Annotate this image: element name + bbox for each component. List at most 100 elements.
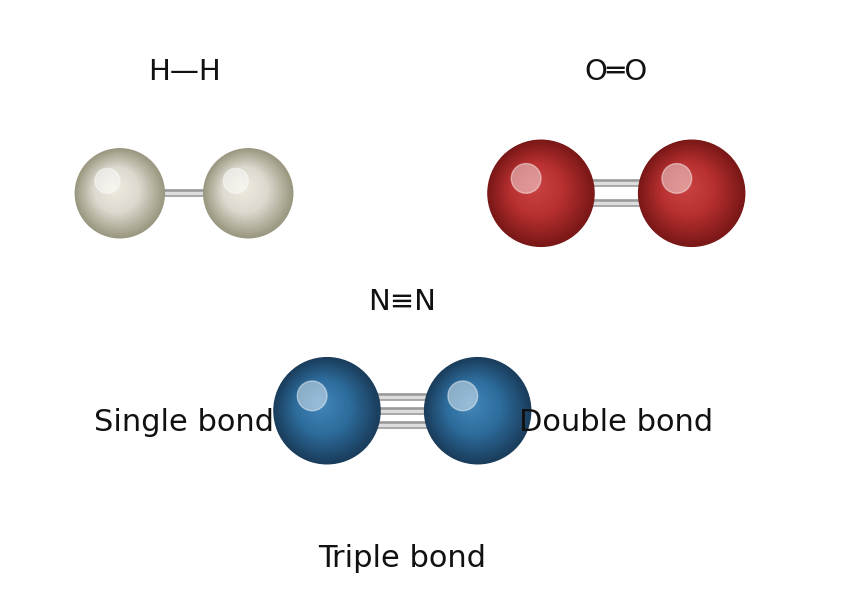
Circle shape bbox=[85, 158, 152, 225]
Circle shape bbox=[234, 179, 252, 197]
Circle shape bbox=[648, 149, 733, 234]
Circle shape bbox=[294, 378, 353, 436]
Circle shape bbox=[435, 368, 517, 450]
Circle shape bbox=[86, 159, 151, 223]
Circle shape bbox=[105, 179, 123, 197]
Circle shape bbox=[100, 173, 131, 205]
Circle shape bbox=[513, 165, 561, 213]
Circle shape bbox=[668, 170, 705, 207]
Circle shape bbox=[99, 172, 133, 206]
Circle shape bbox=[425, 358, 531, 464]
Circle shape bbox=[489, 141, 592, 245]
Circle shape bbox=[236, 181, 249, 194]
Circle shape bbox=[295, 379, 351, 435]
Circle shape bbox=[443, 377, 505, 438]
Circle shape bbox=[220, 165, 271, 216]
Circle shape bbox=[642, 144, 740, 242]
Circle shape bbox=[75, 149, 164, 238]
Circle shape bbox=[662, 164, 692, 193]
Circle shape bbox=[92, 165, 141, 215]
Circle shape bbox=[645, 147, 735, 237]
Circle shape bbox=[76, 150, 163, 237]
Circle shape bbox=[86, 160, 149, 222]
Circle shape bbox=[497, 149, 582, 234]
Circle shape bbox=[520, 172, 551, 204]
Circle shape bbox=[436, 369, 515, 449]
Circle shape bbox=[80, 153, 158, 231]
Circle shape bbox=[303, 387, 341, 424]
Circle shape bbox=[95, 169, 138, 211]
Circle shape bbox=[210, 155, 285, 230]
Circle shape bbox=[434, 367, 519, 452]
Circle shape bbox=[215, 160, 277, 222]
Circle shape bbox=[91, 164, 144, 217]
Circle shape bbox=[679, 181, 690, 191]
Circle shape bbox=[78, 152, 161, 234]
Circle shape bbox=[448, 381, 478, 411]
Circle shape bbox=[306, 389, 337, 421]
Circle shape bbox=[657, 159, 719, 220]
Circle shape bbox=[288, 372, 360, 444]
Circle shape bbox=[217, 162, 275, 220]
Circle shape bbox=[104, 177, 126, 199]
Circle shape bbox=[427, 360, 527, 461]
Circle shape bbox=[514, 166, 559, 211]
Circle shape bbox=[508, 161, 567, 219]
Circle shape bbox=[222, 167, 269, 213]
Circle shape bbox=[639, 140, 745, 246]
Circle shape bbox=[211, 156, 282, 228]
Circle shape bbox=[425, 359, 529, 462]
Circle shape bbox=[207, 153, 288, 233]
Circle shape bbox=[524, 176, 545, 198]
Circle shape bbox=[223, 168, 267, 212]
Circle shape bbox=[641, 143, 741, 243]
Circle shape bbox=[652, 154, 727, 228]
Text: Single bond: Single bond bbox=[94, 408, 274, 437]
Circle shape bbox=[531, 183, 536, 188]
Circle shape bbox=[437, 370, 514, 447]
Circle shape bbox=[310, 394, 331, 415]
Circle shape bbox=[457, 390, 486, 420]
Circle shape bbox=[318, 402, 320, 404]
Circle shape bbox=[231, 176, 256, 201]
Circle shape bbox=[443, 376, 506, 439]
Circle shape bbox=[229, 173, 259, 205]
Circle shape bbox=[532, 184, 534, 187]
Circle shape bbox=[463, 396, 479, 412]
Circle shape bbox=[428, 361, 526, 459]
Circle shape bbox=[240, 185, 244, 189]
Circle shape bbox=[675, 176, 696, 198]
Circle shape bbox=[87, 161, 148, 221]
Circle shape bbox=[516, 169, 556, 208]
Circle shape bbox=[95, 169, 120, 193]
Circle shape bbox=[666, 167, 708, 210]
Circle shape bbox=[227, 172, 262, 207]
Circle shape bbox=[528, 181, 539, 191]
Circle shape bbox=[233, 178, 253, 198]
Circle shape bbox=[454, 387, 491, 424]
Circle shape bbox=[241, 185, 243, 188]
Circle shape bbox=[110, 184, 117, 190]
Circle shape bbox=[289, 373, 359, 443]
Circle shape bbox=[77, 150, 162, 235]
Circle shape bbox=[464, 397, 478, 410]
Circle shape bbox=[204, 149, 293, 238]
Circle shape bbox=[429, 362, 525, 458]
Circle shape bbox=[317, 400, 322, 406]
Circle shape bbox=[223, 169, 248, 193]
Circle shape bbox=[278, 362, 374, 458]
Circle shape bbox=[93, 167, 140, 213]
Circle shape bbox=[664, 166, 710, 211]
Circle shape bbox=[450, 384, 496, 429]
Circle shape bbox=[274, 358, 380, 464]
Circle shape bbox=[110, 183, 118, 191]
Circle shape bbox=[83, 156, 154, 228]
Circle shape bbox=[523, 175, 547, 199]
Circle shape bbox=[681, 182, 688, 190]
Circle shape bbox=[675, 178, 694, 196]
Circle shape bbox=[519, 171, 553, 205]
Circle shape bbox=[488, 140, 594, 246]
Circle shape bbox=[527, 179, 541, 193]
Circle shape bbox=[239, 184, 246, 190]
Circle shape bbox=[81, 155, 157, 230]
